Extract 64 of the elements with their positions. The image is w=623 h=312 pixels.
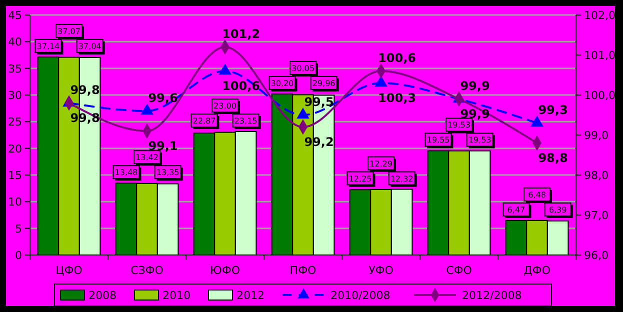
point xyxy=(530,116,544,127)
legend-label: 2010 xyxy=(162,289,190,302)
data-label: 100,6 xyxy=(378,51,416,65)
x-tick-label: ДФО xyxy=(524,264,551,277)
data-label: 22,87 xyxy=(192,116,216,126)
y-tick-label: 20 xyxy=(8,142,22,156)
data-label: 30,05 xyxy=(292,64,314,73)
data-label: 30,20 xyxy=(270,78,294,88)
legend-label: 2012/2008 xyxy=(462,289,522,302)
data-label: 37,14 xyxy=(36,42,60,51)
data-label: 37,07 xyxy=(58,26,80,36)
y-tick-label: 35 xyxy=(8,62,22,76)
data-label: 23,15 xyxy=(234,116,258,126)
data-label: 12,29 xyxy=(370,159,392,168)
data-label: 19,55 xyxy=(426,136,450,145)
data-label: 98,8 xyxy=(538,151,568,165)
legend-label: 2008 xyxy=(88,289,116,302)
data-label: 12,25 xyxy=(348,174,372,184)
x-tick-label: ЮФО xyxy=(210,264,240,277)
point xyxy=(296,108,310,119)
y-tick-label: 0 xyxy=(15,249,22,262)
data-label: 13,42 xyxy=(136,153,158,162)
point xyxy=(140,104,154,115)
x-tick-label: СЗФО xyxy=(130,264,164,277)
data-label: 99,9 xyxy=(460,107,490,121)
data-label: 99,9 xyxy=(460,79,490,93)
y-tick-label: 15 xyxy=(8,169,22,182)
y2-tick-label: 98,0 xyxy=(584,169,608,182)
x-tick-label: ЦФО xyxy=(56,264,83,277)
data-label: 6,39 xyxy=(548,205,567,214)
y2-tick-label: 99,0 xyxy=(584,129,608,142)
data-label: 29,96 xyxy=(312,78,336,88)
data-label: 100,3 xyxy=(378,91,416,105)
y-tick-label: 10 xyxy=(8,196,22,209)
y-tick-label: 30 xyxy=(8,89,22,102)
point xyxy=(374,76,388,87)
y2-tick-label: 100,0 xyxy=(584,89,616,102)
data-label: 13,35 xyxy=(156,168,180,178)
y-tick-label: 40 xyxy=(8,36,22,49)
y-tick-label: 45 xyxy=(8,9,22,22)
data-label: 37,04 xyxy=(78,42,102,51)
data-label: 6,48 xyxy=(528,190,546,200)
y-tick-label: 5 xyxy=(15,222,22,236)
data-label: 101,2 xyxy=(222,27,260,41)
data-label: 12,32 xyxy=(390,174,414,184)
y2-tick-label: 101,0 xyxy=(584,49,616,62)
data-label: 100,6 xyxy=(222,79,260,93)
data-label: 19,53 xyxy=(448,120,470,130)
legend-label: 2010/2008 xyxy=(330,289,390,302)
legend-label: 2012 xyxy=(236,289,264,302)
x-tick-label: СФО xyxy=(446,264,472,277)
data-label: 13,48 xyxy=(114,168,138,178)
y2-tick-label: 97,0 xyxy=(584,209,608,222)
data-label: 99,6 xyxy=(148,91,178,105)
y-tick-label: 25 xyxy=(8,116,22,129)
data-label: 6,47 xyxy=(507,205,526,214)
x-tick-label: УФО xyxy=(368,264,394,277)
y2-tick-label: 96,0 xyxy=(584,249,608,262)
y2-tick-label: 102,0 xyxy=(584,9,616,22)
data-label: 23,00 xyxy=(214,102,236,111)
data-label: 19,53 xyxy=(468,136,492,145)
x-tick-label: ПФО xyxy=(290,264,317,277)
point xyxy=(218,64,232,75)
data-label: 99,3 xyxy=(538,103,568,117)
